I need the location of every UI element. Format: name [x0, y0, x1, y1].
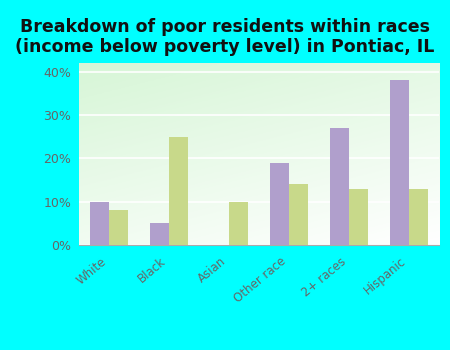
Bar	[329, 128, 349, 245]
Text: Breakdown of poor residents within races
(income below poverty level) in Pontiac: Breakdown of poor residents within races…	[15, 18, 435, 56]
Bar	[149, 223, 169, 245]
Bar	[270, 163, 289, 245]
Bar	[349, 189, 368, 245]
Bar	[90, 202, 109, 245]
Bar	[390, 80, 409, 245]
Bar	[229, 202, 248, 245]
Bar	[409, 189, 428, 245]
Bar	[169, 136, 188, 245]
Bar	[109, 210, 128, 245]
Bar	[289, 184, 308, 245]
